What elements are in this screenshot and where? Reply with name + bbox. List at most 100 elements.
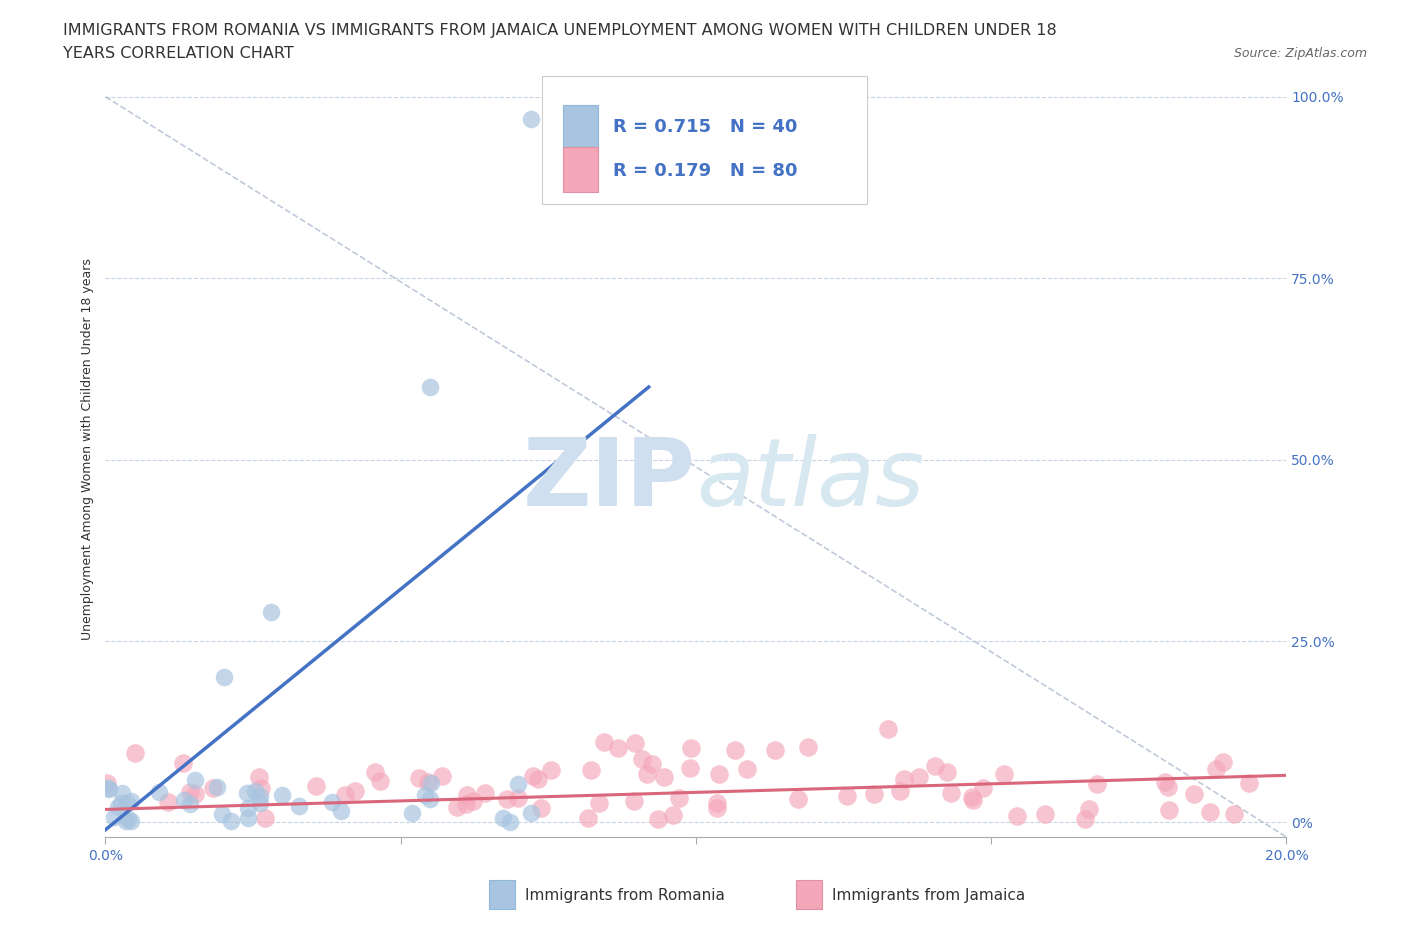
Point: [461, 793, 484, 808]
Point: [519, 111, 541, 126]
Point: [787, 792, 810, 807]
Point: [623, 794, 645, 809]
Point: [763, 742, 786, 757]
Point: [184, 773, 207, 788]
Point: [652, 769, 675, 784]
Point: [941, 786, 963, 801]
Point: [631, 752, 654, 767]
Point: [1087, 777, 1109, 791]
Point: [960, 790, 983, 804]
Point: [1154, 774, 1177, 789]
Point: [706, 800, 728, 815]
Point: [202, 780, 225, 795]
Point: [103, 809, 125, 824]
Point: [1157, 779, 1180, 794]
Point: [120, 814, 142, 829]
Point: [1205, 762, 1227, 777]
Point: [254, 810, 277, 825]
Point: [876, 722, 898, 737]
Point: [250, 780, 273, 795]
FancyBboxPatch shape: [543, 76, 868, 204]
Point: [110, 796, 132, 811]
Point: [662, 807, 685, 822]
Y-axis label: Unemployment Among Women with Children Under 18 years: Unemployment Among Women with Children U…: [82, 258, 94, 640]
Point: [456, 788, 478, 803]
Point: [641, 757, 664, 772]
Point: [432, 768, 454, 783]
Point: [1237, 776, 1260, 790]
Point: [707, 766, 730, 781]
Point: [1222, 806, 1244, 821]
Point: [343, 784, 366, 799]
Point: [236, 785, 259, 800]
Point: [420, 775, 443, 790]
Point: [668, 790, 690, 805]
Point: [935, 764, 957, 779]
Point: [993, 766, 1015, 781]
Point: [962, 792, 984, 807]
Point: [179, 796, 201, 811]
Point: [120, 793, 142, 808]
Point: [207, 779, 229, 794]
Point: [96, 776, 118, 790]
Text: Immigrants from Romania: Immigrants from Romania: [524, 888, 724, 903]
Point: [418, 775, 440, 790]
Point: [681, 740, 703, 755]
Point: [837, 789, 859, 804]
Point: [446, 800, 468, 815]
Point: [724, 742, 747, 757]
Point: [1033, 806, 1056, 821]
Text: YEARS CORRELATION CHART: YEARS CORRELATION CHART: [63, 46, 294, 61]
Point: [415, 788, 437, 803]
Point: [236, 801, 259, 816]
Point: [588, 795, 610, 810]
Point: [401, 805, 423, 820]
Point: [1212, 754, 1234, 769]
Point: [107, 800, 129, 815]
Text: Source: ZipAtlas.com: Source: ZipAtlas.com: [1233, 46, 1367, 60]
Point: [333, 788, 356, 803]
Point: [1182, 787, 1205, 802]
Text: Immigrants from Jamaica: Immigrants from Jamaica: [832, 888, 1025, 903]
Point: [576, 810, 599, 825]
Point: [179, 784, 201, 799]
Point: [172, 756, 194, 771]
Point: [607, 740, 630, 755]
Point: [474, 786, 496, 801]
Point: [117, 812, 139, 827]
Point: [540, 762, 562, 777]
Point: [1157, 803, 1180, 817]
Point: [419, 379, 441, 394]
Point: [115, 796, 138, 811]
Point: [924, 759, 946, 774]
Point: [212, 670, 235, 684]
Point: [508, 790, 530, 805]
Text: IMMIGRANTS FROM ROMANIA VS IMMIGRANTS FROM JAMAICA UNEMPLOYMENT AMONG WOMEN WITH: IMMIGRANTS FROM ROMANIA VS IMMIGRANTS FR…: [63, 23, 1057, 38]
Text: R = 0.715   N = 40: R = 0.715 N = 40: [613, 118, 797, 136]
Point: [647, 811, 669, 826]
Point: [260, 604, 283, 619]
Point: [796, 740, 818, 755]
Point: [593, 735, 616, 750]
Text: ZIP: ZIP: [523, 433, 696, 525]
Point: [624, 735, 647, 750]
Point: [636, 766, 658, 781]
Point: [124, 746, 146, 761]
Point: [519, 805, 541, 820]
Point: [496, 791, 519, 806]
Point: [211, 806, 233, 821]
Point: [1078, 802, 1101, 817]
Point: [972, 780, 994, 795]
Point: [97, 780, 120, 795]
Point: [173, 792, 195, 807]
Point: [321, 795, 343, 810]
Point: [1199, 804, 1222, 819]
Point: [288, 799, 311, 814]
Point: [1007, 809, 1029, 824]
Point: [889, 784, 911, 799]
Point: [908, 769, 931, 784]
Point: [271, 787, 294, 802]
Point: [364, 764, 387, 779]
Point: [249, 795, 271, 810]
Point: [249, 789, 271, 804]
